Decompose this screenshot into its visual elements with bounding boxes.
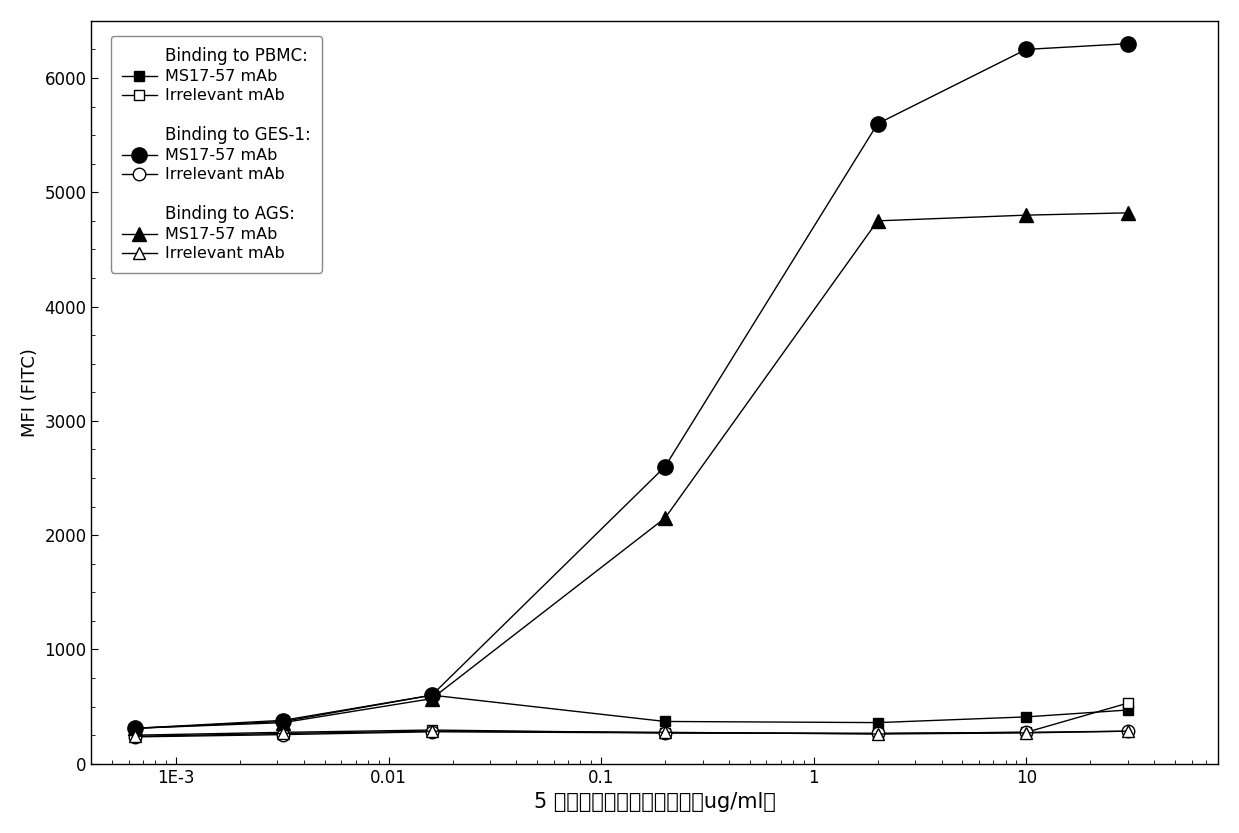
Y-axis label: MFI (FITC): MFI (FITC) <box>21 348 38 436</box>
X-axis label: 5 倍系列稀释的单克隆抗体（ug/ml）: 5 倍系列稀释的单克隆抗体（ug/ml） <box>534 792 776 812</box>
Legend: Binding to PBMC:, MS17-57 mAb, Irrelevant mAb,  , Binding to GES-1:, MS17-57 mAb: Binding to PBMC:, MS17-57 mAb, Irrelevan… <box>110 37 322 272</box>
